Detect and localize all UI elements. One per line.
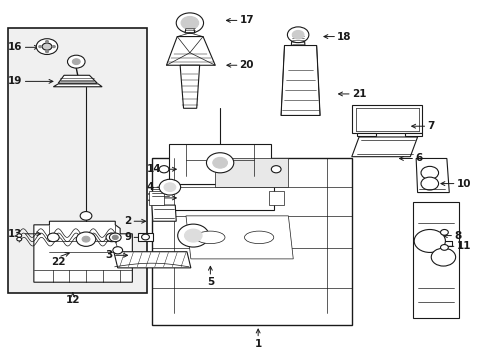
Circle shape <box>430 248 455 266</box>
Text: 12: 12 <box>65 296 80 306</box>
Polygon shape <box>184 26 194 33</box>
Circle shape <box>159 179 180 195</box>
Circle shape <box>76 232 96 246</box>
Circle shape <box>420 166 438 179</box>
Polygon shape <box>415 158 448 193</box>
Text: 1: 1 <box>254 338 261 348</box>
Circle shape <box>184 229 202 242</box>
Text: 13: 13 <box>8 229 22 239</box>
Text: 7: 7 <box>427 121 434 131</box>
Polygon shape <box>412 202 458 318</box>
Circle shape <box>47 233 59 242</box>
Circle shape <box>212 157 227 168</box>
Circle shape <box>112 235 118 239</box>
Circle shape <box>206 153 233 173</box>
Text: 14: 14 <box>147 164 161 174</box>
Polygon shape <box>291 35 305 45</box>
Polygon shape <box>166 37 215 65</box>
Polygon shape <box>53 84 102 87</box>
Circle shape <box>42 43 52 50</box>
Text: 4: 4 <box>146 182 154 192</box>
Circle shape <box>159 166 168 173</box>
Circle shape <box>106 233 118 242</box>
Circle shape <box>287 27 308 42</box>
Circle shape <box>36 39 58 54</box>
Circle shape <box>177 224 208 247</box>
Polygon shape <box>161 184 273 211</box>
Circle shape <box>72 59 80 64</box>
Circle shape <box>420 177 438 190</box>
Text: 21: 21 <box>351 89 366 99</box>
Text: 6: 6 <box>414 153 422 163</box>
Circle shape <box>440 244 447 250</box>
Circle shape <box>176 13 203 33</box>
Text: 8: 8 <box>453 231 461 240</box>
Polygon shape <box>351 137 417 157</box>
Text: 17: 17 <box>239 15 254 26</box>
Polygon shape <box>34 221 132 282</box>
Text: 15: 15 <box>147 193 161 203</box>
Circle shape <box>109 233 121 242</box>
Polygon shape <box>152 158 351 325</box>
Bar <box>8 28 147 293</box>
Circle shape <box>67 55 85 68</box>
Text: 11: 11 <box>456 241 470 251</box>
Ellipse shape <box>244 231 273 244</box>
Circle shape <box>45 41 48 42</box>
Text: 3: 3 <box>105 250 113 260</box>
Circle shape <box>440 229 447 235</box>
Circle shape <box>17 237 21 241</box>
Circle shape <box>80 212 92 220</box>
Bar <box>356 133 375 136</box>
Polygon shape <box>215 158 288 187</box>
Polygon shape <box>149 191 163 205</box>
Polygon shape <box>180 65 199 108</box>
Polygon shape <box>152 205 176 221</box>
Polygon shape <box>185 216 293 259</box>
Circle shape <box>52 45 55 48</box>
Circle shape <box>181 17 198 30</box>
Text: 9: 9 <box>124 232 131 242</box>
Circle shape <box>292 31 304 39</box>
Text: 10: 10 <box>456 179 470 189</box>
Text: 20: 20 <box>239 60 254 70</box>
Circle shape <box>17 234 21 237</box>
Text: 2: 2 <box>124 216 131 226</box>
Circle shape <box>45 50 48 53</box>
Text: 16: 16 <box>8 42 22 52</box>
Bar <box>405 133 422 136</box>
Circle shape <box>271 166 281 173</box>
Circle shape <box>39 45 41 48</box>
Polygon shape <box>281 45 320 116</box>
Bar <box>351 105 422 134</box>
Circle shape <box>413 229 445 252</box>
Text: 19: 19 <box>8 76 22 86</box>
Ellipse shape <box>195 231 224 244</box>
Circle shape <box>82 236 90 242</box>
Polygon shape <box>268 191 283 205</box>
Circle shape <box>142 234 149 240</box>
Polygon shape <box>168 144 271 184</box>
Bar <box>138 233 153 241</box>
Polygon shape <box>58 75 97 83</box>
Text: 18: 18 <box>336 32 351 41</box>
Polygon shape <box>114 252 190 268</box>
Text: 22: 22 <box>51 257 65 267</box>
Circle shape <box>113 247 122 254</box>
Text: 5: 5 <box>206 277 214 287</box>
Circle shape <box>163 183 175 192</box>
